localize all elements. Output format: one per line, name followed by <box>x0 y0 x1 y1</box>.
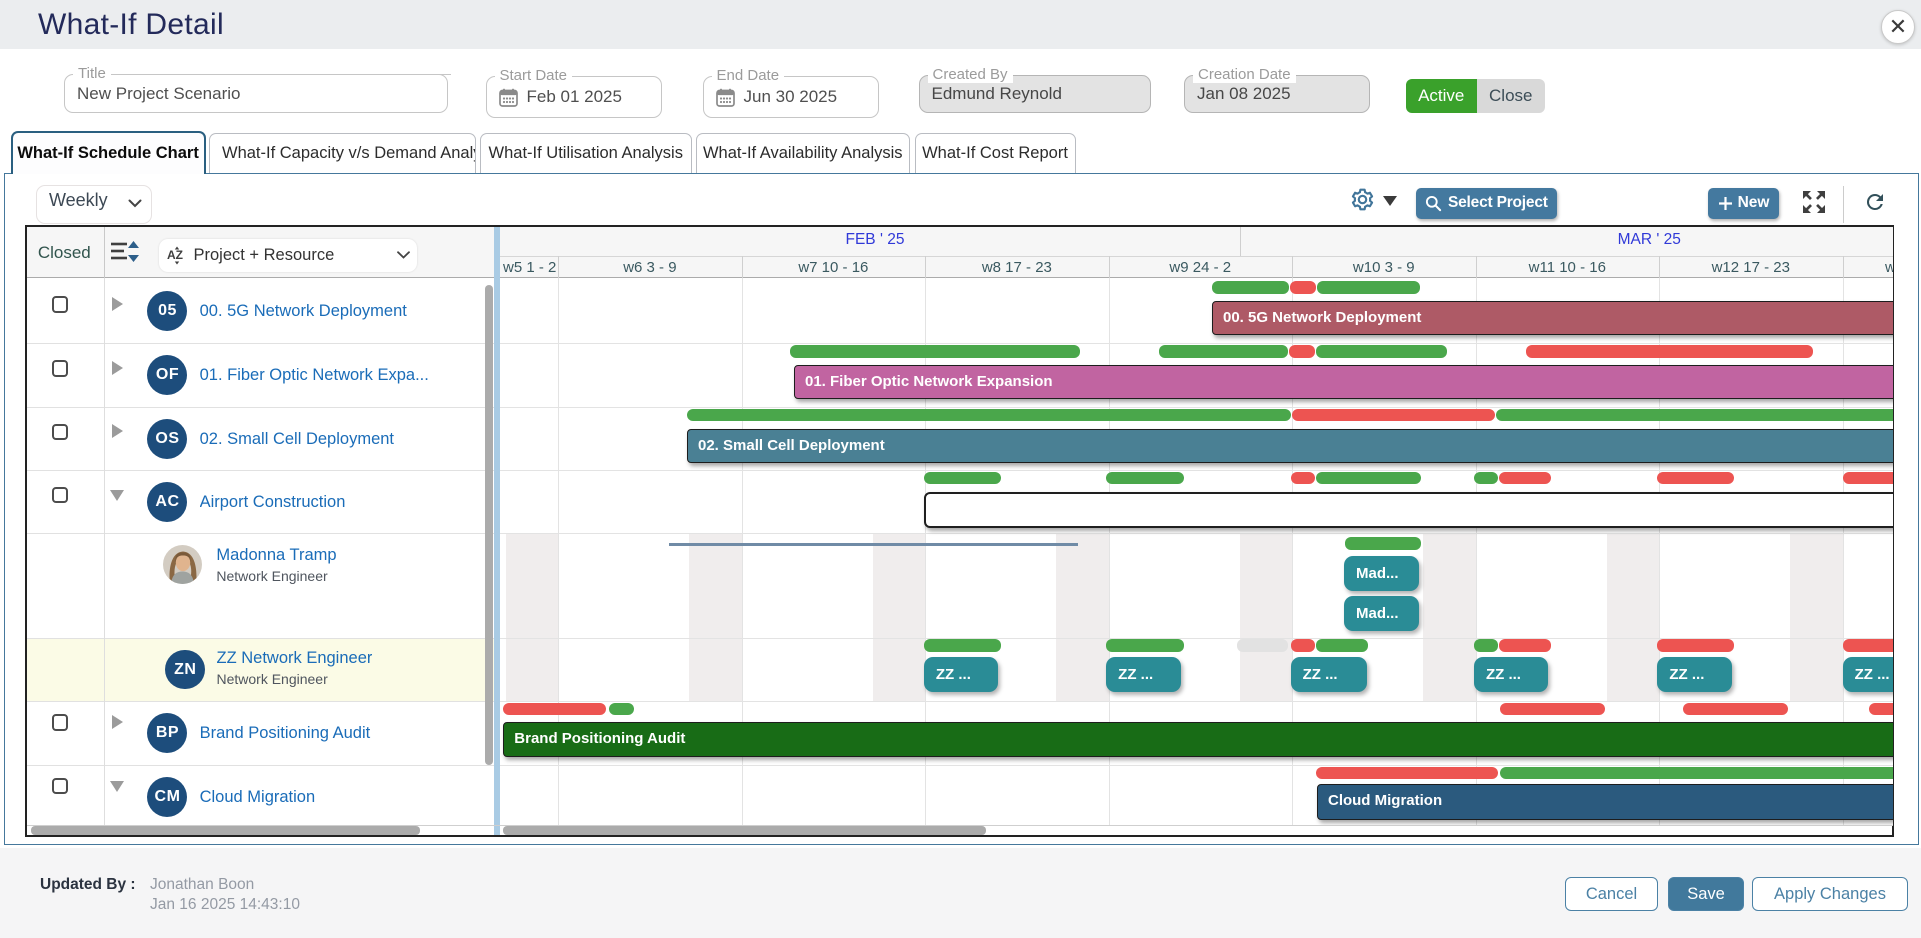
svg-text:AZ: AZ <box>167 248 183 262</box>
